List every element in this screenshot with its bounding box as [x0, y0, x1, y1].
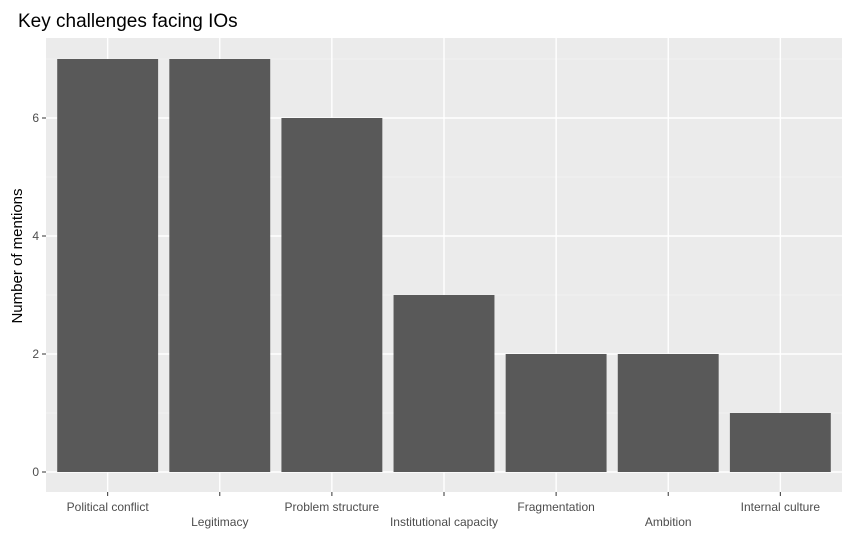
bar [281, 118, 383, 472]
y-tick-label: 4 [32, 229, 39, 243]
bar [729, 413, 831, 472]
bar [169, 59, 271, 472]
chart-title: Key challenges facing IOs [18, 11, 238, 32]
bar [505, 354, 607, 472]
y-tick-label: 0 [32, 465, 39, 479]
x-tick-label: Fragmentation [517, 500, 594, 514]
y-tick-label: 2 [32, 347, 39, 361]
bar [57, 59, 159, 472]
bar [393, 295, 495, 472]
x-tick-label: Political conflict [67, 500, 150, 514]
y-axis: 0 2 4 6 [32, 111, 46, 479]
bars [57, 59, 831, 472]
x-tick-label: Institutional capacity [390, 515, 498, 529]
x-tick-label: Problem structure [285, 500, 380, 514]
y-axis-label: Number of mentions [9, 188, 26, 323]
bar [617, 354, 719, 472]
x-tick-label: Internal culture [741, 500, 821, 514]
x-tick-label: Legitimacy [191, 515, 248, 529]
y-tick-label: 6 [32, 111, 39, 125]
x-tick-label: Ambition [645, 515, 692, 529]
x-axis: Political conflict Legitimacy Problem stru… [67, 492, 821, 529]
